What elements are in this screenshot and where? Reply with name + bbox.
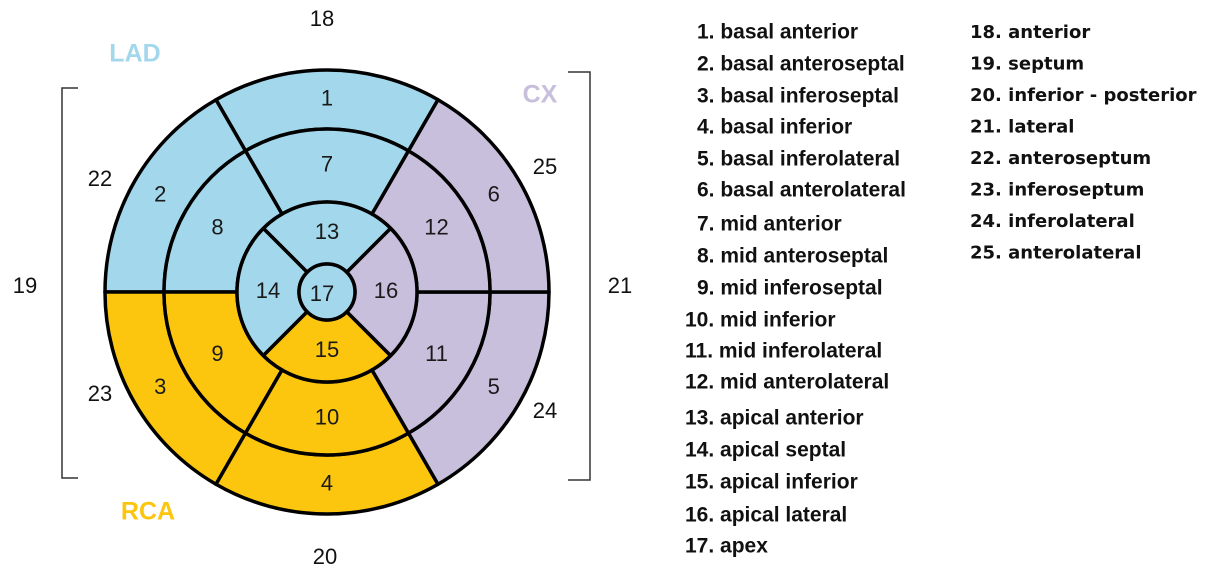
legend-item: 14. apical septal bbox=[685, 439, 846, 462]
region-number: 25 bbox=[533, 154, 557, 179]
wheel bbox=[103, 68, 551, 516]
segment-number: 1 bbox=[321, 85, 333, 110]
right-bracket bbox=[568, 71, 591, 481]
segment-number: 17 bbox=[310, 281, 334, 306]
legend-item: 16. apical lateral bbox=[685, 504, 847, 527]
segment-number: 13 bbox=[315, 219, 339, 244]
segment-number: 9 bbox=[211, 341, 223, 366]
brackets bbox=[61, 71, 591, 481]
legend-item: 3. basal inferoseptal bbox=[697, 85, 899, 108]
legend-item: 8. mid anteroseptal bbox=[697, 245, 888, 268]
segment-number: 2 bbox=[154, 182, 166, 207]
region-number: 18 bbox=[310, 6, 334, 31]
legend-item: 15. apical inferior bbox=[685, 471, 858, 494]
segment-number: 5 bbox=[488, 374, 500, 399]
labels: 1234567891011121314151617LADCXRCA1819202… bbox=[13, 6, 1197, 569]
legend-item: 5. basal inferolateral bbox=[697, 148, 900, 171]
territory-label: LAD bbox=[109, 40, 160, 68]
legend-item: 18. anterior bbox=[970, 22, 1090, 43]
segment-number: 14 bbox=[256, 278, 280, 303]
left-bracket bbox=[61, 87, 78, 479]
region-number: 22 bbox=[88, 166, 112, 191]
segment bbox=[297, 262, 357, 322]
segment-number: 10 bbox=[315, 404, 339, 429]
segment-number: 11 bbox=[425, 341, 448, 366]
segment-number: 15 bbox=[315, 337, 339, 362]
legend-item: 2. basal anteroseptal bbox=[697, 53, 905, 76]
legend-item: 1. basal anterior bbox=[697, 21, 858, 44]
segment-number: 8 bbox=[211, 215, 223, 240]
segment-number: 7 bbox=[321, 151, 333, 176]
segment-number: 4 bbox=[321, 470, 333, 495]
segment-number: 6 bbox=[488, 182, 500, 207]
region-number: 23 bbox=[88, 381, 112, 406]
legend-item: 24. inferolateral bbox=[970, 211, 1135, 232]
legend-item: 21. lateral bbox=[970, 117, 1074, 138]
legend-item: 25. anterolateral bbox=[970, 243, 1142, 264]
legend-item: 9. mid inferoseptal bbox=[697, 277, 883, 300]
legend-item: 12. mid anterolateral bbox=[685, 371, 889, 394]
legend-item: 4. basal inferior bbox=[697, 116, 852, 139]
territory-label: RCA bbox=[121, 498, 175, 526]
segment-number: 16 bbox=[374, 278, 398, 303]
legend-item: 17. apex bbox=[685, 535, 768, 558]
region-number: 20 bbox=[313, 544, 337, 569]
legend-item: 7. mid anterior bbox=[697, 213, 842, 236]
legend-item: 11. mid inferolateral bbox=[685, 340, 882, 363]
legend-item: 20. inferior - posterior bbox=[970, 85, 1197, 106]
legend-item: 6. basal anterolateral bbox=[697, 179, 906, 202]
legend-item: 10. mid inferior bbox=[685, 309, 836, 332]
segment-number: 3 bbox=[154, 374, 166, 399]
region-number: 24 bbox=[533, 398, 557, 423]
legend-item: 22. anteroseptum bbox=[970, 148, 1151, 169]
region-number: 21 bbox=[608, 273, 632, 298]
legend-item: 19. septum bbox=[970, 54, 1084, 75]
segment-number: 12 bbox=[424, 215, 448, 240]
territory-label: CX bbox=[523, 81, 558, 109]
region-number: 19 bbox=[13, 273, 37, 298]
legend-item: 23. inferoseptum bbox=[970, 180, 1144, 201]
legend-item: 13. apical anterior bbox=[685, 407, 864, 430]
